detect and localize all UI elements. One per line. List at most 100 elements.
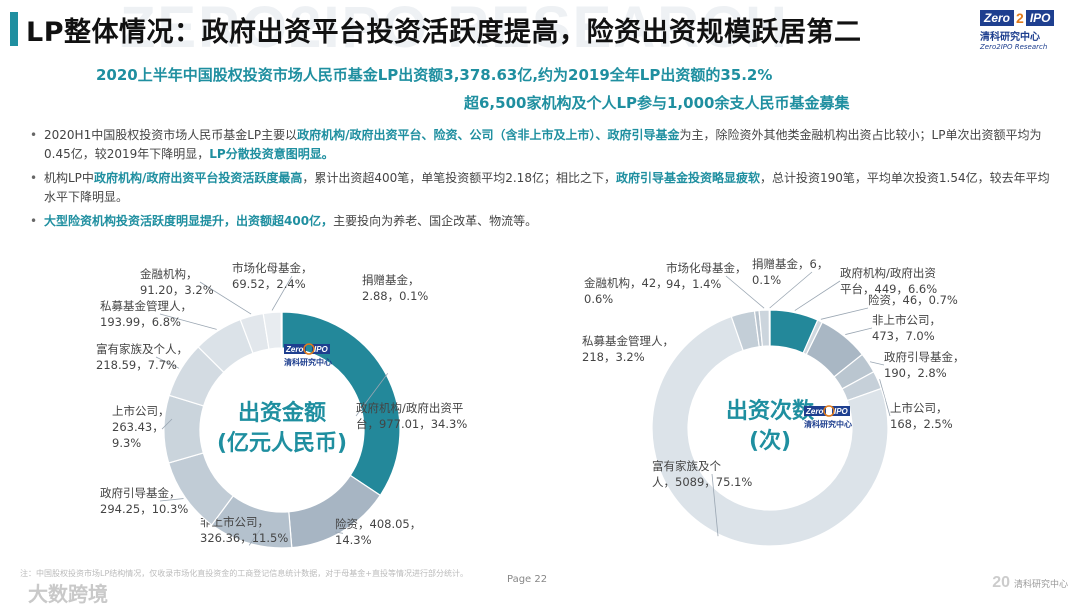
slice-label: 富有家族及个 [652,459,721,473]
slice-label: 险资，408.05， [335,517,421,531]
slice-label: 0.6% [584,292,613,306]
bullet-segment: ，总计投资190笔，平均单次投资1.54亿，较去年平均水平下降明显。 [44,171,1050,204]
donut-slice [163,394,205,464]
zero2ipo-logo: Zero 2 IPO 清科研究中心 Zero2IPO Research [980,10,1066,54]
leader-line [820,307,869,320]
leader-line [355,373,389,417]
bullet-item: 机构LP中政府机构/政府出资平台投资活跃度最高，累计出资超400笔，单笔投资额平… [28,169,1058,207]
slice-label: 上市公司， [112,404,170,418]
bullet-segment: 主要投向为养老、国企改革、物流等。 [333,214,538,228]
page-title: LP整体情况：政府出资平台投资活跃度提高，险资出资规模跃居第二 [26,17,862,48]
slice-label: 190，2.8% [884,366,947,380]
leader-line [199,281,252,315]
logo-two: 2 [1016,10,1024,26]
slice-label: 金融机构，42， [584,276,668,290]
slice-label: 263.43， [112,420,164,434]
slice-label: 9.3% [112,436,141,450]
slice-label: 市场化母基金， [232,261,313,275]
slice-label: 险资，46，0.7% [868,293,958,307]
leader-line [711,473,719,537]
slice-label: 69.52，2.4% [232,277,306,291]
svg-text:IPO: IPO [314,345,329,354]
svg-text:清科研究中心: 清科研究中心 [804,419,852,429]
slice-label: 政府引导基金， [884,350,965,364]
logo-cn: 清科研究中心 [980,32,1040,43]
donut-center-label: (亿元人民币) [217,431,347,456]
highlight-lp-amount: 2020上半年中国股权投资市场人民币基金LP出资额3,378.63亿,约为201… [96,66,773,84]
leader-line [159,313,217,330]
chart-embedded-logo: Zero IPO 清科研究中心 [804,405,852,429]
bullet-item: 2020H1中国股权投资市场人民币基金LP主要以政府机构/政府出资平台、险资、公… [28,126,1058,164]
leader-line [769,271,813,309]
title-accent-bar [10,12,18,46]
donut-center-label: (次) [749,428,791,454]
donut-chart-2: 政府机构/政府出资平台，449，6.6%险资，46，0.7% 非上市公司， 473，… [582,257,965,547]
bullet-segment: 政府机构/政府出资平台投资活跃度最高 [93,171,303,185]
leader-line [794,280,841,311]
bullet-segment: 大型险资机构投资活跃度明显提升，出资额超400亿， [44,214,334,228]
leader-line [845,327,873,335]
slice-label: 私募基金管理人， [582,334,674,348]
donut-slice [280,311,283,349]
svg-text:Zero: Zero [805,407,823,416]
bullet-segment: 为主，除险资外其他类金融机构出资占比较小；LP单次出资额平均为0.45亿，较20… [44,128,1042,161]
logo-ipo: IPO [1025,10,1055,26]
logo-zero: Zero [980,10,1015,26]
svg-text:Zero: Zero [285,345,303,354]
bullet-segment: 政府引导基金投资略显疲软 [615,171,760,185]
slice-label: 14.3% [335,533,372,547]
chart-embedded-logo: Zero IPO 清科研究中心 [284,343,332,367]
leader-line [271,275,293,311]
slice-label: 人，5089，75.1% [652,475,752,489]
footer-note: 注：中国股权投资市场LP结构情况，仅收录市场化直投资金的工商登记信息统计数据，对… [20,569,468,578]
slice-label: 0.1% [752,273,781,287]
leader-line [725,275,765,309]
slice-label: 193.99，6.8% [100,315,181,329]
slice-label: 政府机构/政府出资 [840,266,936,280]
donut-slice [768,309,771,347]
slice-label: 捐赠基金， [362,273,420,287]
bullet-item: 大型险资机构投资活跃度明显提升，出资额超400亿，主要投向为养老、国企改革、物流… [28,212,1058,231]
slice-label: 294.25，10.3% [100,502,188,516]
slice-label: 168，2.5% [890,417,953,431]
slice-label: 捐赠基金，6， [752,257,828,271]
bullet-segment: 2020H1中国股权投资市场人民币基金LP主要以 [44,128,298,142]
slice-label: 473，7.0% [872,329,935,343]
footer-logo-text: 清科研究中心 [1013,580,1068,590]
slice-label: 市场化母基金， [666,261,747,275]
svg-text:清科研究中心: 清科研究中心 [284,357,332,367]
footer-brand-watermark: 大数跨境 [28,582,108,606]
donut-chart-1: 政府机构/政府出资平台，977.01，34.3% 险资，408.05， 14.3% 非… [96,261,467,549]
footer-logo: 20 清科研究中心 [992,574,1068,592]
bullet-segment: LP分散投资意图明显。 [209,147,334,161]
slice-label: 326.36，11.5% [200,531,288,545]
highlight-lp-count: 超6,500家机构及个人LP参与1,000余支人民币基金募集 [464,94,850,112]
leader-line [248,529,261,546]
leader-line [159,498,184,502]
svg-text:IPO: IPO [834,407,849,416]
leader-line [334,531,344,534]
slice-label: 非上市公司， [200,515,269,529]
leader-line [879,379,891,417]
bullet-segment: ，累计出资超400笔，单笔投资额平均2.18亿；相比之下， [302,171,616,185]
slice-label: 富有家族及个人， [96,342,188,356]
bullet-segment: 政府机构/政府出资平台、险资、公司（含非上市及上市）、政府引导基金 [297,128,680,142]
footer-logo-mark: 20 [992,574,1010,591]
leader-line [161,418,173,430]
slice-label: 2.88，0.1% [362,289,428,303]
slice-label: 非上市公司， [872,313,941,327]
slice-label: 私募基金管理人， [100,299,192,313]
background-watermark: ZERO2IPO RESEARCH [120,0,789,60]
page-number: Page 22 [507,574,548,585]
slice-label: 金融机构， [140,267,198,281]
slice-label: 台，977.01，34.3% [356,417,467,431]
slice-label: 218，3.2% [582,350,645,364]
bullet-segment: 机构LP中 [44,171,94,185]
slice-label: 218.59，7.7% [96,358,177,372]
slice-label: 政府引导基金， [100,486,181,500]
slice-label: 上市公司， [890,401,948,415]
donut-center-label: 出资次数 [726,398,815,424]
logo-en: Zero2IPO Research [980,43,1048,51]
slice-label: 94，1.4% [666,277,721,291]
